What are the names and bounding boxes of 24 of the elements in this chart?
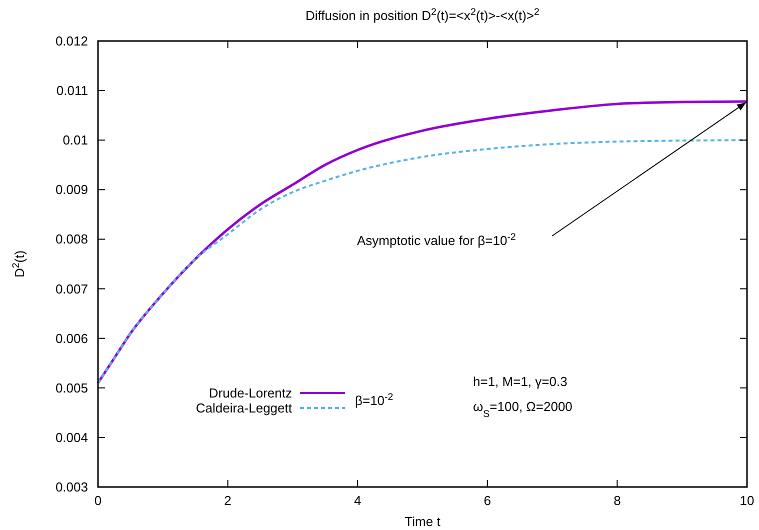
y-tick-label: 0.003 — [55, 480, 88, 494]
annotation: ω$_{S}$=100, Ω=2000 — [473, 399, 572, 420]
x-tick-label: 0 — [94, 493, 102, 508]
y-tick-label: 0.01 — [62, 132, 88, 148]
annotation: h=1, M=1, γ=0.3 — [473, 374, 568, 389]
y-tick-label: 0.008 — [55, 232, 88, 247]
legend-title: β=10$^{-2}$ — [355, 392, 394, 408]
y-tick-label: 0.011 — [56, 83, 88, 98]
chart-title: Diffusion in position D$^{2}$(t)=<x$^{2}$(t)>-<x(t)>$^{2}$ — [306, 6, 540, 23]
x-tick-label: 8 — [614, 493, 621, 508]
x-axis-title: Time t — [404, 514, 441, 529]
legend-label: Caldeira-Leggett — [196, 400, 292, 416]
x-tick-label: 10 — [740, 493, 754, 508]
y-tick-label: 0.009 — [55, 182, 88, 198]
legend-label: Drude-Lorentz — [208, 386, 292, 400]
x-tick-label: 4 — [354, 493, 362, 508]
y-tick-label: 0.007 — [55, 281, 88, 296]
x-tick-label: 6 — [484, 493, 492, 508]
y-tick-label: 0.004 — [55, 430, 88, 445]
y-tick-label: 0.005 — [55, 380, 88, 396]
x-tick-label: 2 — [224, 493, 232, 508]
y-tick-label: 0.012 — [55, 34, 88, 48]
y-tick-label: 0.006 — [55, 330, 88, 346]
annotation: Asymptotic value for β=10$^{-2}$ — [357, 232, 516, 248]
